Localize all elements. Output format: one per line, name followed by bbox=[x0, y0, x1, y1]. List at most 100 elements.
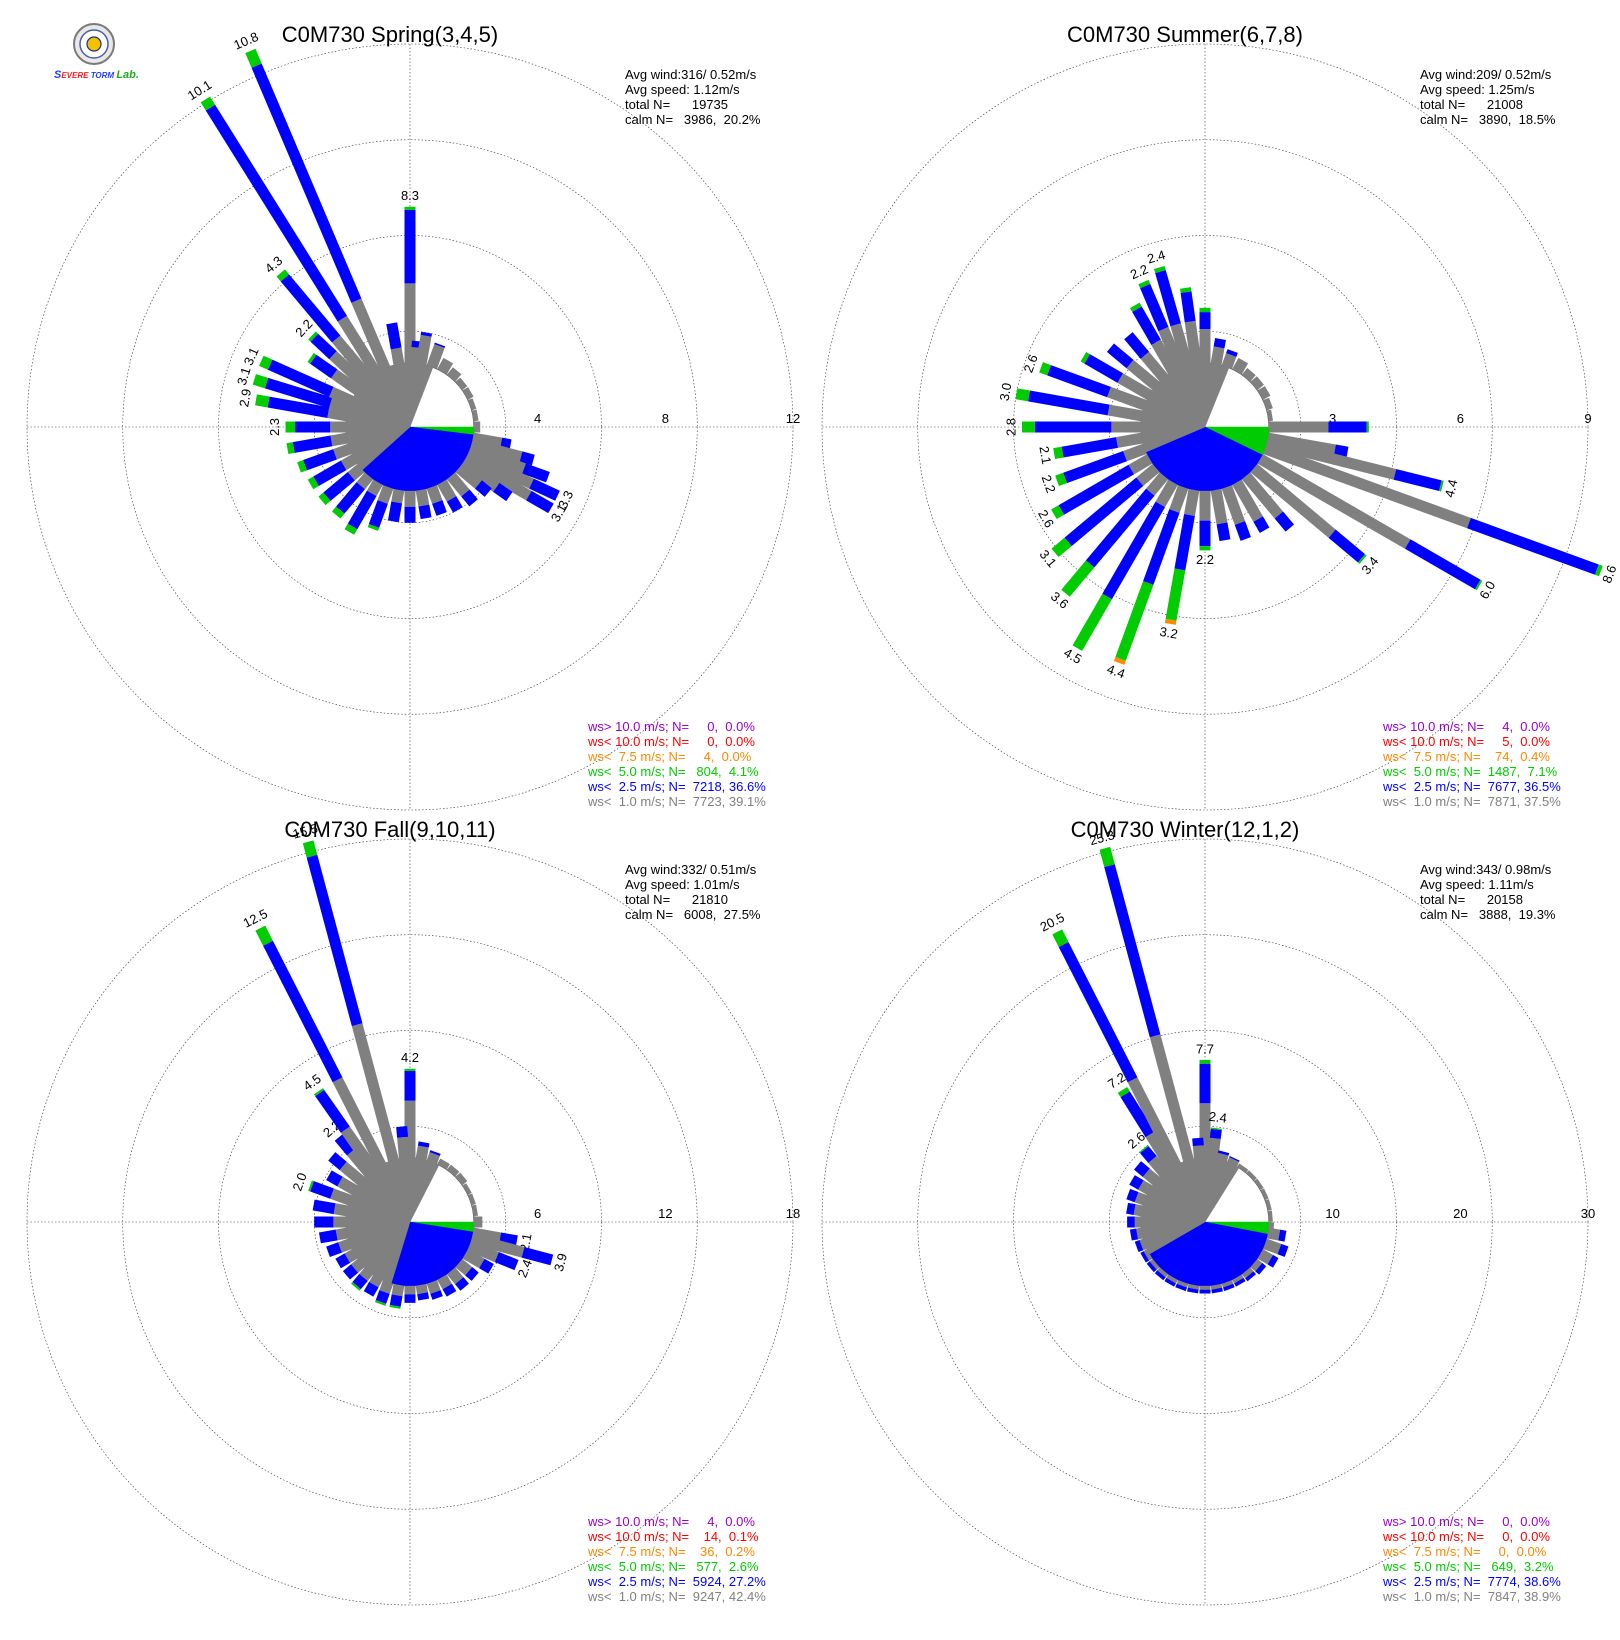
bar-segment bbox=[1328, 529, 1366, 563]
direction-bar bbox=[374, 1280, 394, 1306]
bar-segment bbox=[1022, 421, 1035, 433]
bar-segment bbox=[1250, 463, 1336, 538]
direction-bar bbox=[1153, 265, 1193, 368]
bar-segment bbox=[462, 454, 532, 501]
direction-bar bbox=[1265, 437, 1444, 492]
bar-segment bbox=[1136, 463, 1160, 486]
bar-segment bbox=[1255, 1262, 1267, 1275]
bar-segment bbox=[1222, 1283, 1235, 1292]
bar-segment bbox=[1126, 1202, 1136, 1216]
bar-segment bbox=[1234, 521, 1251, 541]
stats-line: calm N= 6008, 27.5% bbox=[625, 907, 761, 922]
bar-segment bbox=[404, 490, 416, 507]
direction-bar bbox=[200, 96, 381, 376]
bar-segment bbox=[415, 1145, 429, 1161]
bar-segment bbox=[468, 1193, 476, 1206]
bar-segment bbox=[267, 396, 330, 419]
bar-segment bbox=[1241, 368, 1256, 382]
bar-value-label: 4.2 bbox=[401, 1050, 419, 1065]
stats-line: total N= 21008 bbox=[1420, 97, 1523, 112]
bar-segment bbox=[1213, 338, 1226, 349]
direction-bar bbox=[1015, 388, 1144, 422]
direction-bar bbox=[1199, 490, 1211, 551]
bar-segment bbox=[1120, 1091, 1155, 1138]
direction-bar bbox=[1263, 1238, 1289, 1257]
bar-segment bbox=[1199, 312, 1211, 330]
grid-ring bbox=[122, 139, 698, 715]
calm-pie-slice bbox=[362, 426, 474, 492]
bar-segment bbox=[367, 524, 380, 531]
direction-bar bbox=[259, 355, 354, 407]
bar-segment bbox=[1129, 1175, 1144, 1190]
bar-segment bbox=[366, 479, 383, 497]
bar-segment bbox=[1250, 376, 1264, 391]
bar-segment bbox=[1127, 1077, 1181, 1168]
direction-bar bbox=[415, 1141, 430, 1161]
direction-bar bbox=[1216, 1150, 1230, 1162]
bar-segment bbox=[1134, 1191, 1147, 1206]
bar-segment bbox=[1107, 386, 1147, 411]
grid-ring bbox=[313, 1125, 507, 1319]
legend-entry: ws< 7.5 m/s; N= 36, 0.2% bbox=[587, 1544, 755, 1559]
direction-bar bbox=[1130, 302, 1178, 375]
bar-segment bbox=[307, 352, 317, 364]
direction-bar bbox=[308, 1180, 352, 1206]
bar-segment bbox=[1180, 291, 1196, 323]
direction-bar bbox=[276, 269, 374, 382]
bar-segment bbox=[473, 421, 481, 433]
direction-bar bbox=[312, 1199, 349, 1217]
bar-segment bbox=[446, 472, 470, 497]
bar-value-label: 15.5 bbox=[291, 821, 319, 842]
direction-bar bbox=[446, 1267, 469, 1291]
stats-line: calm N= 3888, 19.3% bbox=[1420, 907, 1556, 922]
bar-segment bbox=[1237, 1163, 1249, 1173]
direction-bar bbox=[285, 421, 347, 433]
bar-segment bbox=[467, 1240, 499, 1263]
calm-pie-slice bbox=[391, 1221, 474, 1287]
bar-segment bbox=[415, 1283, 428, 1295]
calm-pie-slice bbox=[346, 1157, 411, 1284]
bar-segment bbox=[379, 1280, 394, 1294]
bar-segment bbox=[1257, 454, 1411, 549]
bar-segment bbox=[1134, 1216, 1142, 1228]
bar-segment bbox=[1263, 1238, 1282, 1255]
bar-segment bbox=[1140, 351, 1169, 382]
bar-segment bbox=[417, 1141, 430, 1148]
bar-value-label: 3.3 bbox=[555, 488, 576, 511]
bar-segment bbox=[470, 438, 523, 463]
bar-value-label: 4.4 bbox=[1105, 661, 1127, 681]
ring-label: 20 bbox=[1453, 1206, 1467, 1221]
bar-segment bbox=[473, 1216, 483, 1228]
legend-entry: ws< 10.0 m/s; N= 0, 0.0% bbox=[587, 734, 755, 749]
direction-bar bbox=[1257, 1249, 1279, 1268]
bar-segment bbox=[313, 460, 347, 487]
bar-segment bbox=[1142, 1168, 1160, 1186]
direction-bar bbox=[1246, 1170, 1257, 1181]
bar-segment bbox=[1104, 864, 1161, 1038]
direction-bar bbox=[1140, 1249, 1153, 1263]
bar-segment bbox=[404, 1070, 416, 1101]
bar-segment bbox=[1136, 1227, 1144, 1240]
bar-segment bbox=[339, 1161, 365, 1186]
grid-ring bbox=[122, 934, 698, 1510]
direction-bar bbox=[307, 454, 358, 490]
direction-bar bbox=[1199, 307, 1211, 364]
bar-segment bbox=[1265, 1199, 1272, 1211]
bar-segment bbox=[462, 1183, 472, 1195]
legend-entry: ws< 1.0 m/s; N= 7871, 37.5% bbox=[1382, 794, 1561, 809]
bar-segment bbox=[1123, 443, 1147, 462]
bar-segment bbox=[415, 334, 432, 366]
bar-value-label: 2.3 bbox=[267, 418, 282, 436]
bar-segment bbox=[326, 1170, 343, 1187]
direction-bar bbox=[1052, 929, 1181, 1168]
bar-segment bbox=[1595, 564, 1603, 577]
direction-bar bbox=[1055, 443, 1147, 487]
bar-segment bbox=[331, 369, 361, 395]
direction-bar bbox=[1232, 357, 1249, 375]
direction-bar bbox=[1134, 1238, 1147, 1253]
bar-segment bbox=[437, 1158, 450, 1170]
legend-entry: ws> 10.0 m/s; N= 0, 0.0% bbox=[587, 719, 755, 734]
bar-segment bbox=[255, 925, 273, 946]
bar-segment bbox=[264, 377, 333, 408]
bar-segment bbox=[331, 506, 345, 519]
